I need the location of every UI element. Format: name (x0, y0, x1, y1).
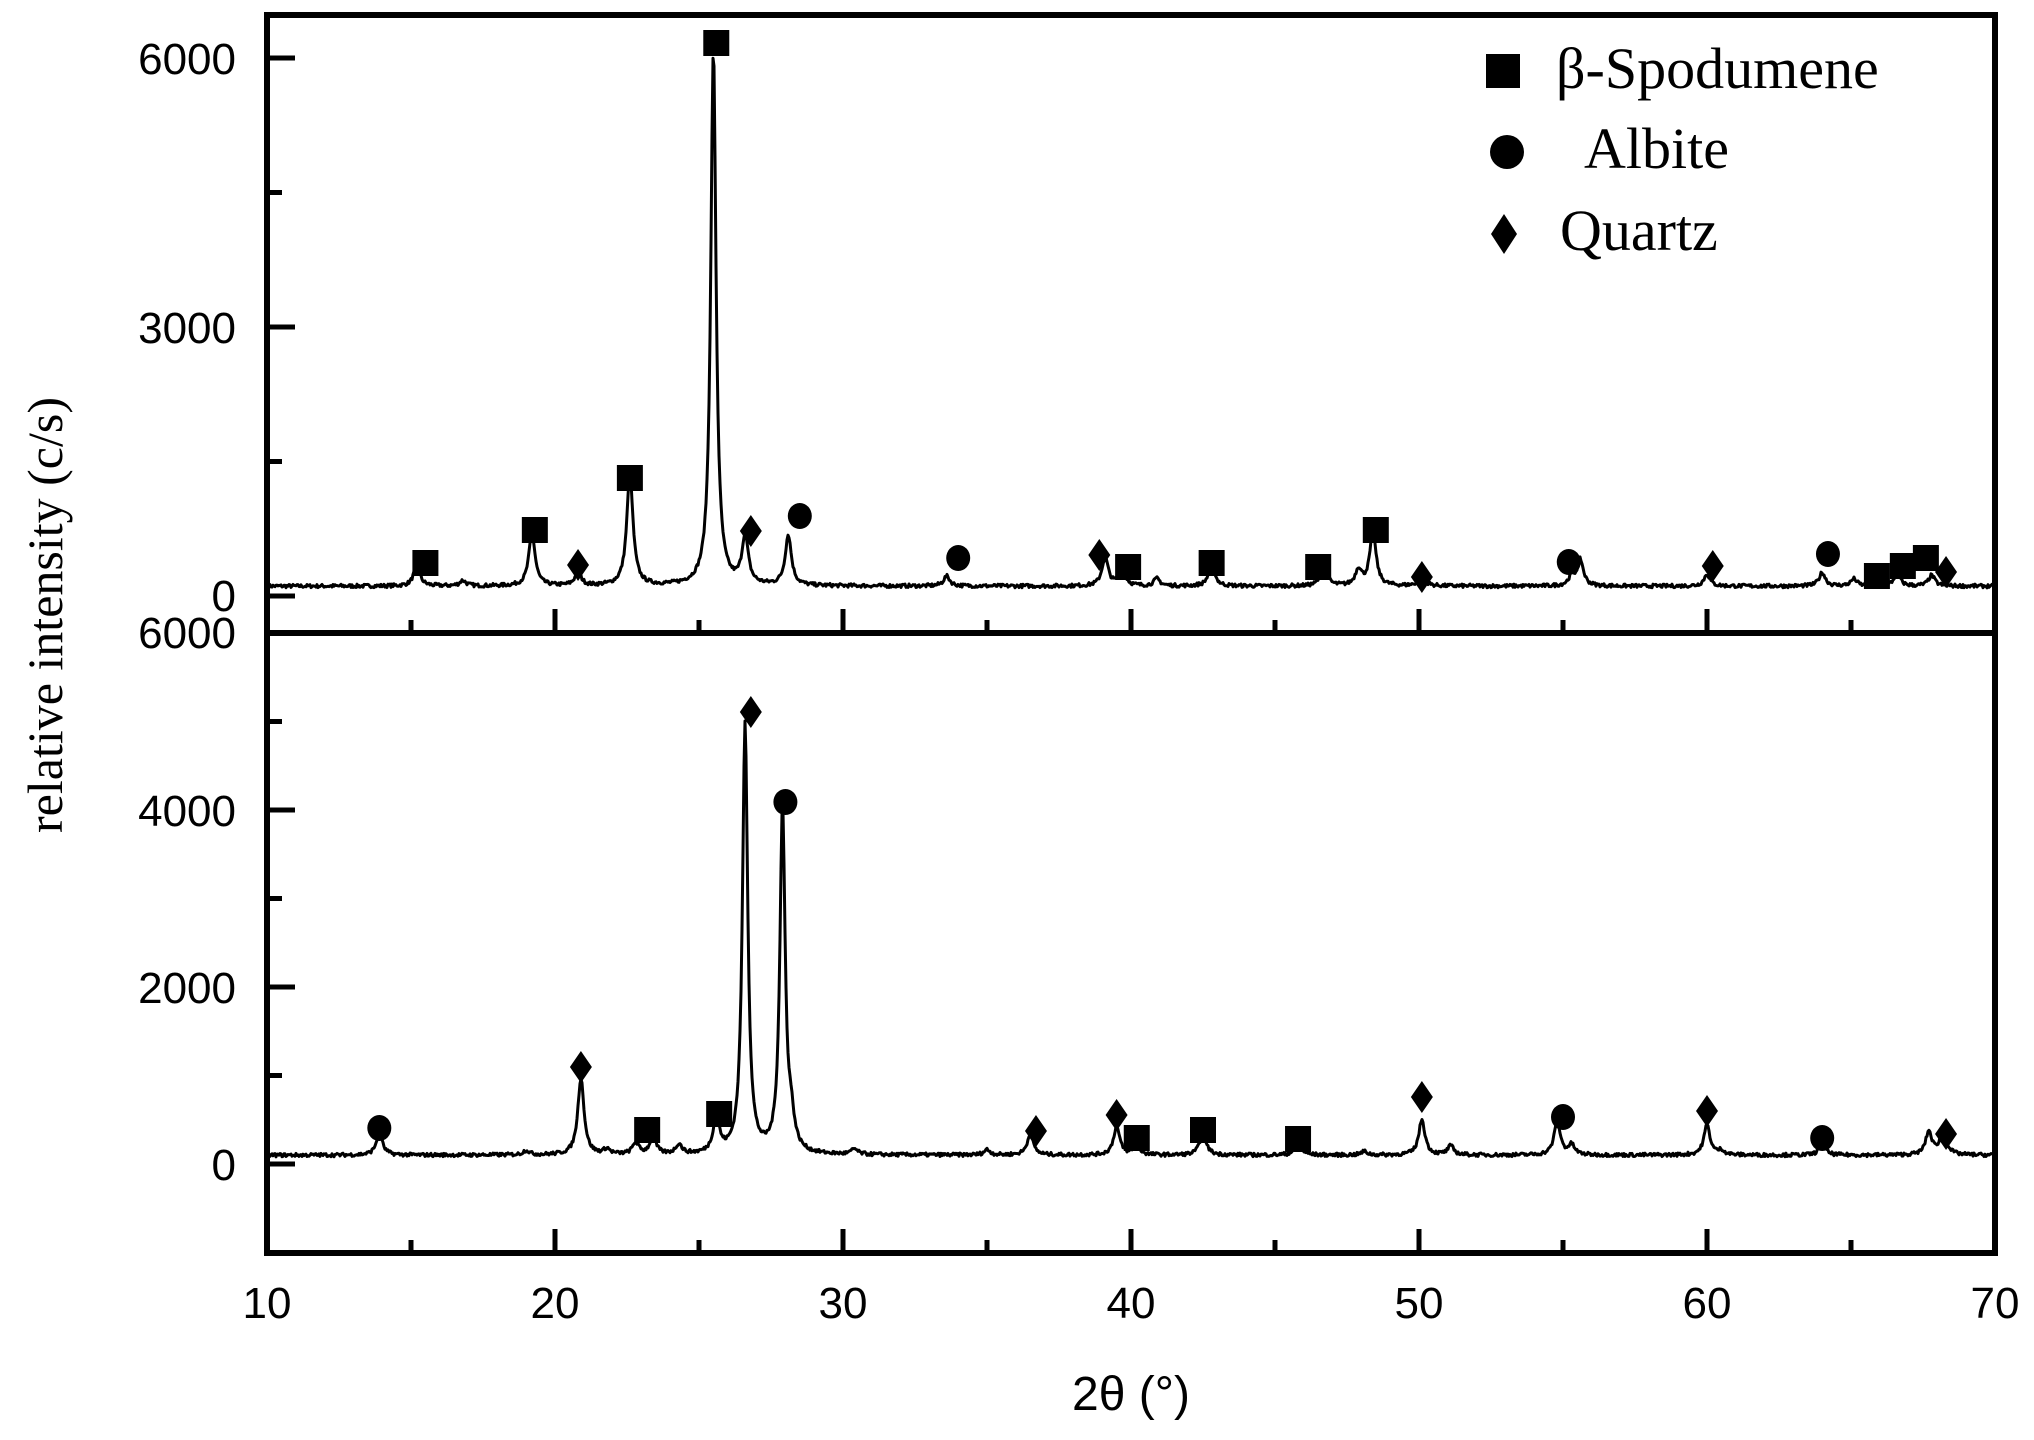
spodumene-square-icon (1198, 550, 1225, 576)
quartz-diamond-icon (1696, 1095, 1718, 1127)
spodumene-square-icon (634, 1117, 661, 1143)
x-tick-label-70: 70 (1971, 1279, 2020, 1328)
x-tick-label-40: 40 (1107, 1279, 1156, 1328)
top-panel-curve (267, 56, 1994, 590)
quartz-diamond-icon (1701, 550, 1724, 582)
albite-circle-icon (1556, 549, 1581, 575)
x-tick-label-30: 30 (819, 1279, 868, 1328)
spodumene-square-icon (706, 1101, 733, 1127)
diffraction-curves (267, 56, 1994, 1159)
y-tick-label-bottom-2000: 2000 (138, 964, 236, 1013)
legend-label-quartz: Quartz (1560, 198, 1718, 263)
albite-circle-icon (1551, 1104, 1575, 1130)
albite-circle-icon (1810, 1125, 1835, 1151)
albite-circle-icon (367, 1115, 392, 1141)
quartz-diamond-icon (1410, 561, 1433, 593)
spodumene-square-icon (521, 517, 548, 543)
spodumene-square-icon (1115, 554, 1142, 580)
bottom-panel-curve (267, 719, 1994, 1159)
albite-circle-icon (946, 545, 971, 571)
y-tick-label-top-3000: 3000 (138, 304, 236, 353)
legend: β-Spodumene Albite Quartz (1486, 36, 1879, 263)
quartz-diamond-icon (1935, 556, 1958, 588)
legend-label-albite: Albite (1584, 116, 1729, 181)
albite-circle-icon (773, 789, 798, 815)
quartz-diamond-icon (567, 549, 590, 581)
quartz-diamond-icon (1935, 1118, 1958, 1150)
legend-diamond-icon (1491, 214, 1517, 254)
albite-circle-icon (787, 503, 812, 529)
albite-circle-icon (1815, 541, 1840, 567)
spodumene-square-icon (1889, 553, 1916, 579)
spodumene-square-icon (1912, 545, 1939, 571)
legend-square-icon (1486, 54, 1520, 88)
y-tick-label-top-0: 0 (212, 572, 236, 621)
y-axis-title: relative intensity (c/s) (17, 397, 73, 833)
quartz-diamond-icon (739, 696, 762, 728)
x-tick-label-20: 20 (531, 1279, 580, 1328)
spodumene-square-icon (1190, 1117, 1216, 1143)
legend-label-spodumene: β-Spodumene (1556, 36, 1879, 101)
quartz-diamond-icon (569, 1051, 592, 1083)
y-tick-label-top-6000: 6000 (138, 35, 236, 84)
quartz-diamond-icon (1410, 1081, 1433, 1113)
spodumene-square-icon (1863, 563, 1890, 589)
spodumene-square-icon (1285, 1126, 1312, 1152)
x-tick-label-60: 60 (1683, 1279, 1732, 1328)
legend-circle-icon (1490, 135, 1524, 169)
quartz-diamond-icon (739, 515, 762, 547)
quartz-diamond-icon (1088, 539, 1111, 571)
spodumene-square-icon (1362, 517, 1389, 543)
x-tick-label-10: 10 (243, 1279, 292, 1328)
quartz-diamond-icon (1024, 1115, 1047, 1147)
spodumene-square-icon (1305, 554, 1332, 580)
x-axis-title: 2θ (°) (1072, 1368, 1190, 1421)
y-tick-label-bottom-6000: 6000 (138, 609, 236, 658)
quartz-diamond-icon (1105, 1099, 1128, 1131)
y-tick-label-bottom-0: 0 (212, 1141, 236, 1190)
spodumene-square-icon (703, 30, 730, 56)
axes (264, 12, 1998, 1256)
spodumene-square-icon (412, 550, 439, 576)
phase-markers (367, 30, 1958, 1152)
spodumene-square-icon (1123, 1125, 1150, 1151)
spodumene-square-icon (616, 465, 643, 491)
x-tick-label-50: 50 (1395, 1279, 1444, 1328)
y-tick-label-bottom-4000: 4000 (138, 787, 236, 836)
